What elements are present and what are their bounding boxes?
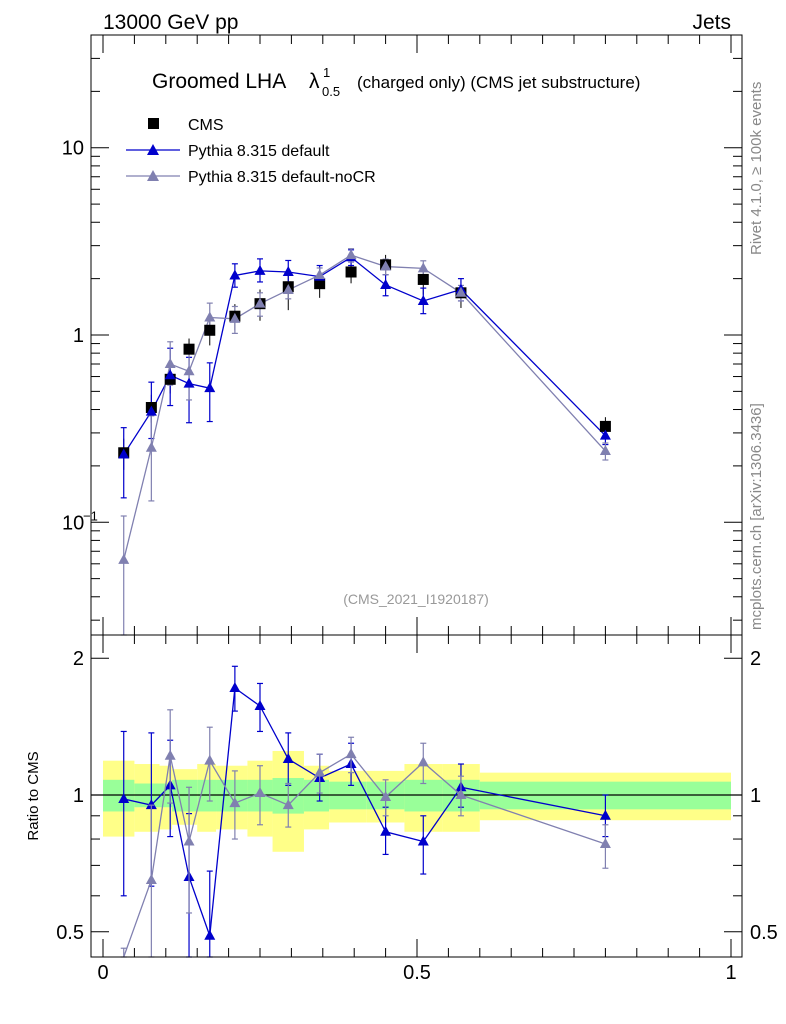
legend-cms-marker [148,118,159,129]
legend-default-label: Pythia 8.315 default [188,143,330,160]
legend-nocr-marker [147,170,159,181]
ratio-point-default-6 [254,700,266,711]
main-point-nocr-12 [455,286,467,297]
main-ytick-label-sup-2: −1 [83,508,98,523]
cms-point-9 [345,266,357,278]
ratio-point-nocr-6 [254,787,266,798]
ratio-ytick-label-right-1: 1 [750,785,761,807]
side-label-top: Rivet 4.1.0, ≥ 100k events [748,82,765,255]
legend: CMS Pythia 8.315 default Pythia 8.315 de… [126,117,376,186]
legend-nocr-label: Pythia 8.315 default-noCR [188,169,376,186]
xtick-label-1: 0.5 [403,962,431,984]
cms-point-11 [417,273,429,285]
legend-cms-label: CMS [188,117,224,134]
main-point-nocr-3 [183,365,195,376]
main-ytick-label-2: 10 [62,512,84,534]
main-point-nocr-1 [145,441,157,452]
main-point-nocr-10 [380,260,392,271]
ratio-ytick-label-right-0: 2 [750,648,761,670]
side-label-bottom: mcplots.cern.ch [arXiv:1306.3436] [748,403,765,630]
main-ytick-label-1: 1 [73,325,84,347]
ratio-ytick-label-left-0: 2 [73,648,84,670]
ratio-point-nocr-2 [164,749,176,760]
ratio-uncertainty-bands [91,750,742,852]
ratio-point-default-11 [417,835,429,846]
ratio-point-nocr-11 [417,756,429,767]
ratio-point-default-7 [282,753,294,764]
ratio-point-nocr-5 [229,797,241,808]
main-point-default-3 [183,377,195,388]
main-panel-content [118,248,611,636]
main-point-nocr-7 [282,283,294,294]
ratio-ytick-label-right-2: 0.5 [750,922,778,944]
main-point-nocr-5 [229,312,241,323]
ratio-line-default [123,686,606,936]
ratio-panel-content [118,665,611,958]
cms-point-13 [599,420,611,432]
main-point-nocr-4 [204,311,216,322]
ratio-point-nocr-4 [204,754,216,765]
main-point-nocr-6 [254,297,266,308]
main-point-default-7 [282,265,294,276]
cms-point-2 [164,373,176,385]
ratio-point-nocr-13 [599,838,611,849]
band-inner-0 [103,779,135,812]
title-lambda: λ [309,70,320,93]
main-point-default-4 [204,382,216,393]
main-point-default-2 [164,369,176,380]
main-point-nocr-8 [314,269,326,280]
ratio-point-default-10 [380,825,392,836]
ratio-point-nocr-1 [145,874,157,885]
cms-point-8 [314,278,326,290]
main-ytick-label-0: 10 [62,138,84,160]
main-point-nocr-2 [164,358,176,369]
ratio-point-nocr-8 [314,766,326,777]
ratio-line-nocr [123,753,606,958]
ratio-point-default-1 [145,799,157,810]
main-point-nocr-9 [345,249,357,260]
ratio-point-nocr-12 [455,789,467,800]
main-point-default-10 [380,278,392,289]
band-inner-11 [404,779,443,812]
band-inner-4 [197,779,217,812]
main-point-nocr-11 [417,262,429,273]
legend-default-marker [147,144,159,155]
main-point-default-0 [118,448,130,459]
main-line-default [123,256,606,455]
ratio-point-nocr-9 [345,748,357,759]
cms-point-4 [204,324,216,336]
ratio-ytick-label-left-1: 1 [73,785,84,807]
ratio-point-default-5 [229,681,241,692]
analysis-watermark: (CMS_2021_I1920187) [343,591,489,607]
title-rest: (charged only) (CMS jet substructure) [357,73,640,92]
main-point-default-11 [417,294,429,305]
main-point-default-1 [145,405,157,416]
xtick-label-0: 0 [97,962,108,984]
band-inner-3 [172,779,198,812]
main-point-default-6 [254,264,266,275]
plot-title: Groomed LHA λ 1 0.5 (charged only) (CMS … [152,65,640,99]
ratio-ytick-label-left-2: 0.5 [56,922,84,944]
ratio-point-nocr-7 [282,799,294,810]
header-right: Jets [692,11,731,34]
main-point-default-5 [229,269,241,280]
cms-point-3 [183,343,195,355]
title-sub: 0.5 [322,84,340,99]
main-point-default-13 [599,429,611,440]
title-main: Groomed LHA [152,70,286,93]
main-line-nocr [123,254,606,560]
xtick-label-2: 1 [725,962,736,984]
ratio-point-default-13 [599,809,611,820]
ratio-point-nocr-10 [380,790,392,801]
header-left: 13000 GeV pp [103,11,238,34]
title-sup: 1 [323,65,330,80]
ratio-point-nocr-3 [183,835,195,846]
main-point-nocr-13 [599,445,611,456]
ratio-y-label: Ratio to CMS [25,751,42,840]
main-point-nocr-0 [118,553,130,564]
ratio-point-default-0 [118,792,130,803]
ratio-point-default-4 [204,929,216,940]
